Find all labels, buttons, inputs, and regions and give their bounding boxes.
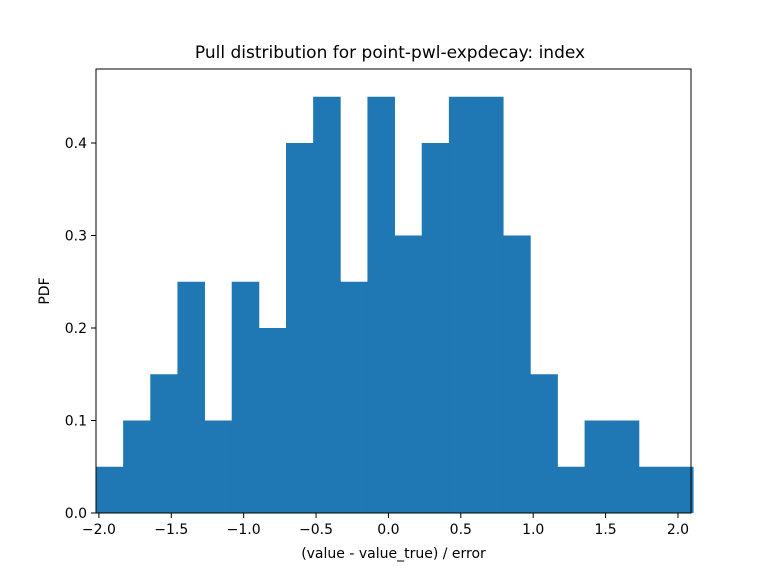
y-tick-label: 0.1: [65, 414, 87, 430]
x-tick-label: −2.0: [82, 522, 116, 538]
histogram-bar: [177, 281, 205, 513]
ticks-layer: −2.0 −1.5 −1.0 −0.5 0.0 0.5 1.0 1.5 2.0 0.0 0.1 0.2…: [65, 136, 689, 538]
histogram-bar: [123, 420, 151, 513]
histogram-bar: [476, 96, 504, 513]
histogram-bar: [448, 96, 477, 513]
histogram-bar: [340, 281, 368, 513]
y-tick-label: 0.3: [65, 229, 87, 245]
histogram-bar: [204, 420, 233, 513]
histogram-bar: [584, 420, 613, 513]
x-tick-label: −1.0: [227, 522, 261, 538]
bars-layer: [96, 96, 694, 513]
histogram-bar: [313, 96, 341, 513]
y-tick-label: 0.2: [65, 321, 87, 337]
histogram-bar: [638, 466, 667, 513]
x-tick-label: 1.5: [594, 522, 616, 538]
histogram-bar: [150, 374, 178, 513]
x-tick-label: 0.5: [450, 522, 472, 538]
axes-layer: [95, 68, 692, 514]
y-tick-label: 0.0: [65, 506, 87, 522]
histogram-bar: [286, 143, 314, 513]
histogram-bar: [530, 374, 558, 513]
histogram-bar: [394, 235, 423, 513]
histogram-bar: [611, 420, 640, 513]
histogram-bar: [367, 96, 395, 513]
y-axis-label: PDF: [37, 277, 53, 304]
chart-title: Pull distribution for point-pwl-expdecay…: [195, 43, 585, 63]
x-axis-label: (value - value_true) / error: [301, 546, 486, 562]
histogram-bar: [96, 466, 124, 513]
y-tick-label: 0.4: [65, 136, 87, 152]
x-tick-label: 1.0: [522, 522, 544, 538]
plot-frame: [95, 68, 692, 514]
histogram-bar: [421, 143, 450, 513]
histogram-bar: [258, 328, 287, 513]
histogram-bar: [557, 466, 585, 513]
histogram-bar: [503, 235, 531, 513]
x-tick-label: 0.0: [377, 522, 399, 538]
x-tick-label: −0.5: [299, 522, 333, 538]
x-tick-label: 2.0: [667, 522, 689, 538]
x-tick-label: −1.5: [154, 522, 188, 538]
histogram-bar: [666, 466, 694, 513]
histogram-bar: [231, 281, 260, 513]
